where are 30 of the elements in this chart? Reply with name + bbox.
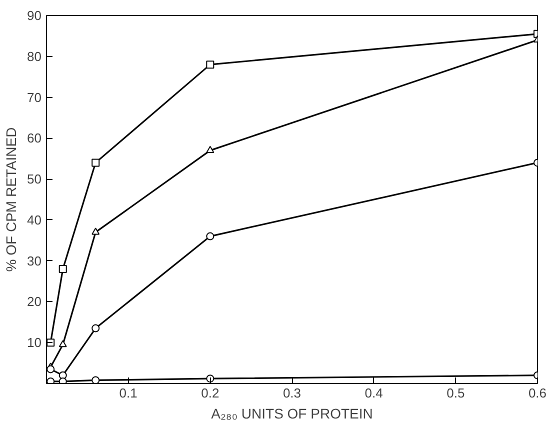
y-tick-label: 50	[27, 172, 42, 187]
x-tick-label: 0.2	[201, 386, 220, 400]
point	[92, 376, 100, 384]
x-tick-label: 0.6	[528, 386, 547, 400]
x-tick-label: 0.5	[446, 386, 465, 400]
point	[206, 374, 214, 383]
point	[92, 158, 100, 167]
point	[58, 340, 67, 348]
y-tick-label: 60	[27, 130, 42, 146]
y-tick-label: 20	[27, 294, 42, 310]
point	[92, 228, 100, 235]
y-tick-label: 80	[27, 48, 42, 64]
y-axis-title: % OF CPM RETAINED	[3, 127, 20, 272]
y-tick-label: 70	[27, 90, 42, 105]
y-tick-label: 90	[27, 8, 42, 23]
x-tick-label: 0.3	[282, 386, 302, 400]
point	[206, 60, 214, 69]
x-tick-label: 0.1	[119, 386, 138, 400]
point	[46, 365, 55, 374]
point	[46, 377, 55, 384]
point	[206, 146, 214, 153]
point	[92, 324, 100, 332]
y-tick-label: 10	[27, 335, 42, 350]
point	[206, 232, 214, 240]
x-tick-label: 0.4	[364, 386, 383, 400]
point	[58, 377, 67, 384]
point	[58, 265, 67, 274]
y-tick-label: 30	[27, 253, 42, 268]
y-tick-label: 40	[27, 212, 42, 228]
x-axis-title: A₂₈₀ UNITS OF PROTEIN	[211, 406, 373, 422]
